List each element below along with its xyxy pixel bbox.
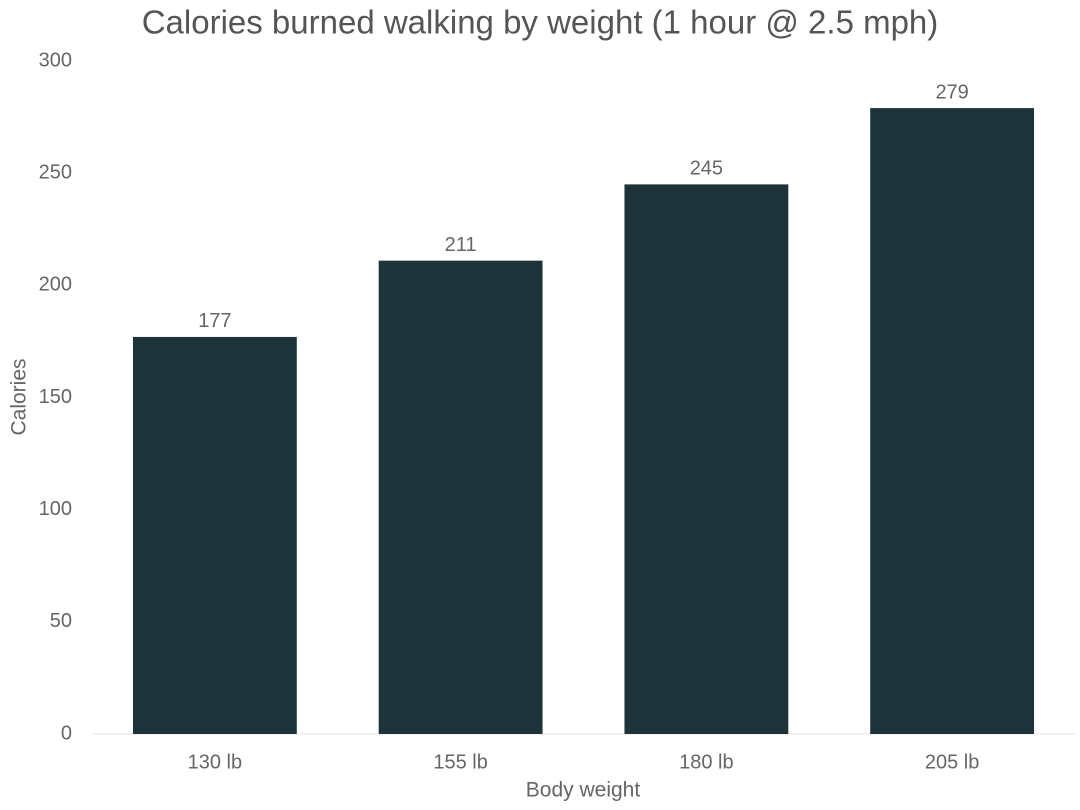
- y-tick-label: 250: [39, 161, 72, 183]
- x-axis-label: Body weight: [526, 779, 641, 802]
- y-tick-label: 50: [50, 610, 72, 632]
- y-tick-label: 150: [39, 386, 72, 408]
- bar: [132, 336, 297, 734]
- x-tick-label: 180 lb: [679, 751, 734, 773]
- y-tick-label: 0: [61, 722, 72, 744]
- value-label: 245: [690, 158, 723, 180]
- x-tick-label: 205 lb: [925, 751, 980, 773]
- chart-title: Calories burned walking by weight (1 hou…: [142, 4, 939, 41]
- value-label: 211: [445, 234, 477, 256]
- bar: [378, 260, 543, 734]
- y-tick-label: 300: [39, 49, 72, 71]
- x-tick-label: 155 lb: [433, 751, 488, 773]
- value-label: 279: [935, 81, 968, 103]
- bar: [870, 108, 1035, 735]
- x-tick-label: 130 lb: [188, 751, 243, 773]
- bar: [624, 184, 789, 735]
- y-tick-label: 100: [39, 498, 72, 520]
- value-label: 177: [198, 310, 231, 332]
- y-tick-label: 200: [39, 274, 72, 296]
- y-axis-label: Calories: [8, 358, 31, 435]
